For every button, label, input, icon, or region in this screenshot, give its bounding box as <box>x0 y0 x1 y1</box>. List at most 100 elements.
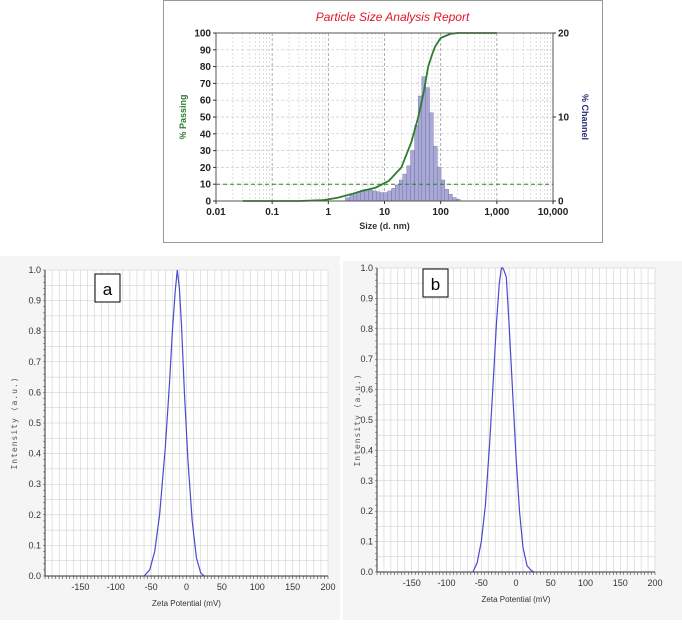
y-left-axis-label: % Passing <box>178 94 188 139</box>
y-tick-label: 0.7 <box>360 354 373 364</box>
channel-bar <box>398 179 404 202</box>
channel-bars <box>345 76 461 202</box>
x-tick-label: -50 <box>145 582 158 592</box>
x-axis-label: Zeta Potential (mV) <box>482 595 551 604</box>
x-tick-label: 10,000 <box>538 207 569 218</box>
channel-bar <box>391 188 396 202</box>
x-axis-label: Zeta Potential (mV) <box>152 599 221 608</box>
y-tick-label: 1.0 <box>28 265 41 275</box>
y-tick-label: 0.9 <box>28 296 41 306</box>
x-axis-label: Size (d. nm) <box>359 221 410 231</box>
x-tick-label: 100 <box>432 207 449 218</box>
y-left-tick-label: 80 <box>200 62 212 73</box>
y-tick-label: 0.8 <box>360 324 373 334</box>
x-tick-label: 50 <box>546 578 556 588</box>
y-tick-label: 0.0 <box>360 567 373 577</box>
y-tick-label: 1.0 <box>360 263 373 273</box>
zeta-panel-a: -150 -100 -50 0 50 100 150 200 0.0 0.1 0.2 0.3 0.4 0.… <box>0 256 340 620</box>
y-tick-label: 0.2 <box>360 506 373 516</box>
y-tick-label: 0.5 <box>28 418 41 428</box>
x-tick-label: 1 <box>326 207 332 218</box>
y-left-tick-label: 40 <box>200 129 212 140</box>
y-left-tick-label: 70 <box>200 79 212 90</box>
x-tick-label: 50 <box>217 582 227 592</box>
x-tick-label: -50 <box>475 578 488 588</box>
y-right-axis-label: % Channel <box>580 94 590 140</box>
panel-label: b <box>431 275 440 294</box>
y-left-tick-label: 60 <box>200 96 212 107</box>
x-tick-label: 200 <box>647 578 662 588</box>
grid <box>376 267 656 573</box>
channel-bar <box>433 146 438 202</box>
channel-bar <box>349 194 354 202</box>
channel-bar <box>345 197 350 202</box>
panel-label: a <box>103 280 113 299</box>
zeta-panel-b: -150 -100 -50 0 50 100 150 200 0.0 0.1 0.2 0.3 0.4 0.… <box>343 261 682 620</box>
channel-bar <box>452 197 457 202</box>
y-axis-label: Intensity (a.u.) <box>10 376 19 469</box>
x-tick-label: 0 <box>184 582 189 592</box>
y-tick-label: 0.5 <box>360 415 373 425</box>
zeta-series-line <box>472 267 535 573</box>
channel-bar <box>387 190 392 202</box>
y-left-tick-label: 20 <box>200 163 212 174</box>
y-left-tick-label: 0 <box>205 197 211 208</box>
x-tick-label: 1,000 <box>484 207 509 218</box>
x-tick-label: 200 <box>320 582 335 592</box>
y-tick-label: 0.4 <box>28 449 41 459</box>
y-tick-label: 0.6 <box>360 385 373 395</box>
zeta-series-line <box>143 269 205 577</box>
y-tick-label: 0.8 <box>28 326 41 336</box>
channel-bar <box>376 191 381 202</box>
passing-line <box>242 32 497 202</box>
y-right-tick-label: 20 <box>558 29 570 40</box>
channel-bar <box>448 194 453 202</box>
channel-bar <box>414 125 419 202</box>
channel-bar <box>406 165 411 202</box>
y-left-tick-label: 50 <box>200 113 212 124</box>
channel-bar <box>372 190 377 202</box>
x-tick-label: 150 <box>613 578 628 588</box>
panel-label-box <box>422 268 449 298</box>
channel-bar <box>379 192 385 202</box>
y-axis-label: Intensity (a.u.) <box>353 373 362 466</box>
x-tick-label: -100 <box>437 578 455 588</box>
x-tick-label: 0.01 <box>206 207 226 218</box>
channel-bar <box>429 112 434 202</box>
panel-label-box <box>94 273 121 303</box>
y-tick-label: 0.6 <box>28 387 41 397</box>
x-tick-label: -150 <box>403 578 421 588</box>
channel-bar <box>383 192 388 202</box>
chart-title: Particle Size Analysis Report <box>316 10 470 24</box>
channel-bar <box>410 150 415 202</box>
channel-bar <box>444 189 449 202</box>
x-tick-label: 100 <box>250 582 265 592</box>
y-tick-label: 0.3 <box>28 479 41 489</box>
particle-size-chart: Particle Size Analysis Report01020304050… <box>178 10 590 231</box>
y-left-tick-label: 90 <box>200 45 212 56</box>
channel-bar <box>440 179 446 202</box>
zeta-chart-a: -150 -100 -50 0 50 100 150 200 0.0 0.1 0.2 0.3 0.4 0.… <box>10 265 336 608</box>
x-tick-label: 150 <box>285 582 300 592</box>
y-tick-label: 0.1 <box>360 537 373 547</box>
channel-bar <box>402 173 407 202</box>
y-tick-label: 0.0 <box>28 571 41 581</box>
y-tick-label: 0.9 <box>360 293 373 303</box>
x-tick-label: -150 <box>71 582 89 592</box>
channel-bar <box>353 193 358 202</box>
x-tick-label: 0.1 <box>265 207 279 218</box>
y-left-tick-label: 30 <box>200 146 212 157</box>
y-tick-label: 0.1 <box>28 540 41 550</box>
x-tick-label: 0 <box>513 578 518 588</box>
zeta-chart-b: -150 -100 -50 0 50 100 150 200 0.0 0.1 0.2 0.3 0.4 0.… <box>353 263 663 604</box>
x-tick-label: 10 <box>379 207 391 218</box>
y-left-tick-label: 10 <box>200 180 212 191</box>
y-tick-label: 0.7 <box>28 357 41 367</box>
y-tick-label: 0.4 <box>360 445 373 455</box>
grid <box>215 32 554 202</box>
particle-size-panel: Particle Size Analysis Report 0 10 20 30 40 50… <box>163 0 603 243</box>
x-tick-label: -100 <box>107 582 125 592</box>
y-right-tick-label: 0 <box>558 197 564 208</box>
y-tick-label: 0.3 <box>360 476 373 486</box>
y-tick-label: 0.2 <box>28 510 41 520</box>
